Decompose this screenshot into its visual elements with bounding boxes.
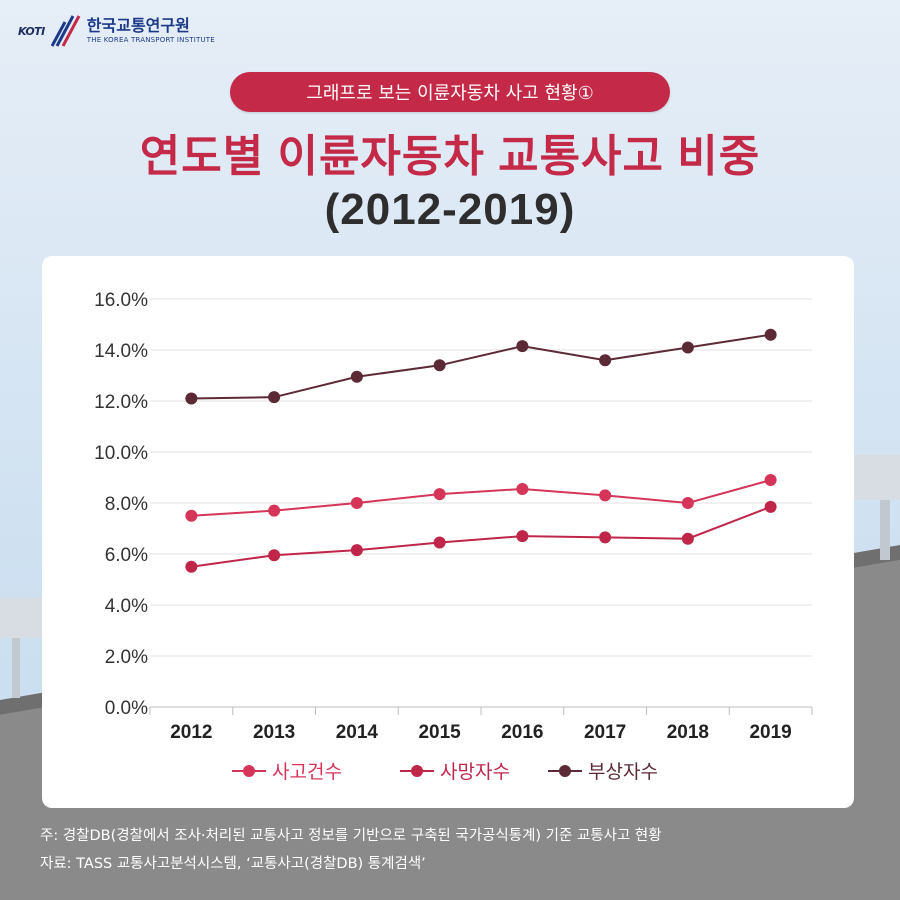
chart-card: 0.0% 2.0% 4.0% 6.0% 8.0% 10.0% 12.0% 14.0% 16.0%… — [42, 256, 854, 808]
data-point — [350, 544, 363, 557]
series-line-3 — [191, 333, 771, 400]
data-point — [599, 489, 612, 502]
footnote-source: 자료: TASS 교통사고분석시스템, ‘교통사고(경찰DB) 통계검색’ — [40, 856, 426, 872]
y-tick-label: 6.0% — [105, 545, 148, 566]
data-point — [268, 391, 281, 404]
data-point — [516, 530, 529, 543]
line-chart: 0.0% 2.0% 4.0% 6.0% 8.0% 10.0% 12.0% 14.0% 16.0%… — [94, 290, 813, 783]
data-point — [599, 531, 612, 544]
x-tick-label: 2016 — [501, 722, 543, 743]
data-point — [681, 532, 694, 545]
data-point — [433, 536, 446, 549]
y-tick-label: 12.0% — [94, 392, 148, 413]
x-tick-label: 2012 — [170, 722, 212, 743]
data-point — [433, 359, 446, 372]
logo-name-en: THE KOREA TRANSPORT INSTITUTE — [86, 36, 215, 44]
x-tick-label: 2014 — [336, 722, 379, 743]
data-point — [268, 504, 281, 517]
data-point — [185, 509, 198, 522]
data-point — [433, 488, 446, 501]
y-tick-label: 2.0% — [105, 647, 148, 668]
x-tick-label: 2015 — [418, 722, 461, 743]
footnote: 주: 경찰DB(경찰에서 조사·처리된 교통사고 정보를 기반으로 구축된 국가… — [40, 822, 662, 878]
legend-label: 부상자수 — [588, 761, 658, 783]
series-line-2 — [191, 505, 771, 568]
data-point — [681, 341, 694, 354]
x-tick-label: 2019 — [749, 722, 791, 743]
data-point — [516, 482, 529, 495]
logo-stripes-icon — [50, 15, 81, 47]
y-tick-label: 16.0% — [94, 290, 148, 311]
series-pill-label: 그래프로 보는 이륜자동차 사고 현황① — [230, 72, 670, 112]
y-tick-label: 14.0% — [94, 341, 148, 362]
data-point — [764, 500, 777, 513]
data-point — [350, 497, 363, 509]
data-point — [764, 474, 777, 487]
data-point — [516, 340, 529, 353]
data-point — [268, 549, 281, 562]
koti-logo: KOTI 한국교통연구원 THE KOREA TRANSPORT INSTITU… — [18, 14, 215, 48]
data-point — [185, 560, 198, 573]
logo-name-kr: 한국교통연구원 — [86, 16, 190, 35]
logo-mark: KOTI — [18, 24, 45, 38]
data-point — [185, 392, 198, 405]
y-tick-label: 0.0% — [105, 698, 148, 719]
legend-marker — [559, 765, 571, 777]
legend-label: 사망자수 — [440, 761, 510, 783]
footnote-note: 주: 경찰DB(경찰에서 조사·처리된 교통사고 정보를 기반으로 구축된 국가… — [40, 828, 662, 844]
page-title: 연도별 이륜자동차 교통사고 비중 — [139, 132, 761, 181]
data-point — [681, 497, 694, 509]
y-tick-label: 10.0% — [94, 443, 148, 464]
data-point — [599, 354, 612, 367]
y-tick-label: 4.0% — [105, 596, 148, 617]
data-point — [350, 370, 363, 383]
x-tick-label: 2018 — [667, 722, 709, 743]
x-tick-label: 2017 — [584, 722, 626, 743]
page-subtitle: (2012-2019) — [324, 185, 576, 234]
y-tick-label: 8.0% — [105, 494, 148, 515]
legend-label: 사고건수 — [272, 761, 342, 783]
x-tick-label: 2013 — [253, 722, 295, 743]
data-point — [764, 328, 777, 341]
legend-marker — [243, 765, 255, 777]
series-line-1 — [191, 479, 771, 517]
legend-marker — [411, 765, 423, 777]
